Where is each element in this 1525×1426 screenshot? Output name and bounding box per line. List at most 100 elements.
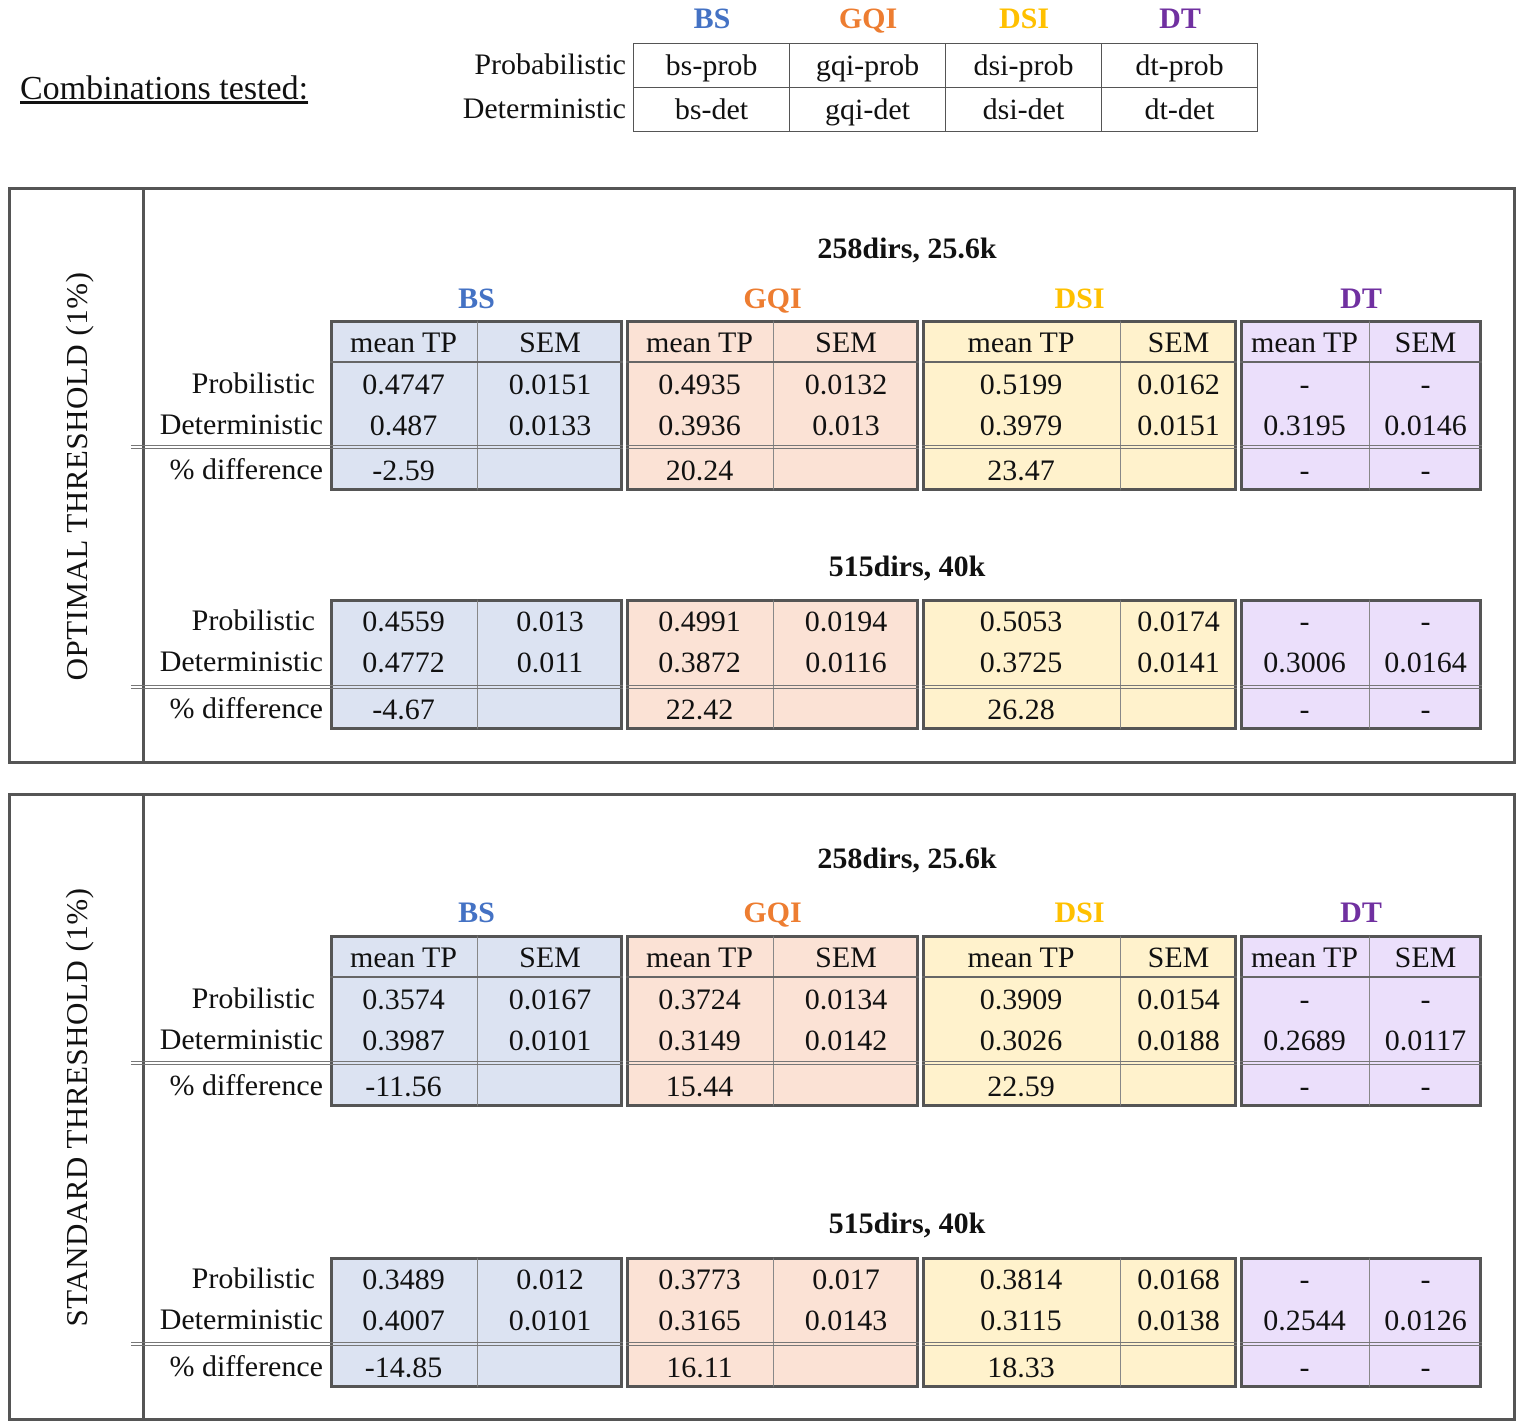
value-cell: 0.3814 — [979, 1263, 1063, 1296]
value-cell: - — [1420, 368, 1431, 401]
combo-cell: gqi-prob — [789, 43, 946, 88]
group-label-gqi: GQI — [743, 896, 802, 929]
column-background — [477, 599, 623, 730]
row-divider — [330, 1061, 623, 1065]
value-cell: 0.0117 — [1384, 1024, 1467, 1057]
column-background — [626, 1257, 773, 1388]
value-cell — [477, 689, 623, 730]
value-cell: - — [1420, 1070, 1431, 1103]
value-cell: 0.011 — [516, 646, 584, 679]
value-cell: 0.0116 — [805, 646, 887, 679]
combo-cell: dt-prob — [1101, 43, 1258, 88]
value-cell: 0.0162 — [1137, 368, 1220, 401]
value-cell: 0.3979 — [979, 409, 1063, 442]
row-label-deterministic: Deterministic — [159, 1303, 323, 1336]
value-cell: 0.3006 — [1263, 646, 1346, 679]
value-cell: 0.0151 — [508, 368, 592, 401]
column-background — [1240, 320, 1369, 491]
value-cell: 0.012 — [516, 1263, 584, 1296]
value-cell: 0.2544 — [1263, 1304, 1346, 1337]
value-cell: 0.3936 — [658, 409, 741, 442]
combo-row-probabilistic: bs-prob gqi-prob dsi-prob dt-prob — [633, 43, 1258, 88]
column-background — [773, 599, 919, 730]
combo-method-gqi: GQI — [838, 2, 898, 35]
panel-side-label: OPTIMAL THRESHOLD (1%) — [58, 271, 94, 680]
value-cell: 0.0154 — [1137, 983, 1220, 1016]
column-background — [626, 599, 773, 730]
row-divider — [626, 976, 919, 978]
column-background — [477, 1257, 623, 1388]
value-cell: - — [1420, 1263, 1431, 1296]
column-header: SEM — [815, 941, 877, 974]
value-cell: 0.0132 — [804, 368, 888, 401]
column-header: SEM — [815, 326, 877, 359]
value-cell: 0.0151 — [1137, 409, 1220, 442]
value-cell: 18.33 — [987, 1351, 1055, 1384]
value-cell: 0.3724 — [658, 983, 741, 1016]
value-cell: 0.0133 — [508, 409, 592, 442]
row-divider — [1240, 445, 1482, 449]
column-header: SEM — [1147, 941, 1210, 974]
table-title: 258dirs, 25.6k — [817, 232, 997, 265]
value-cell: 0.0142 — [804, 1024, 888, 1057]
value-cell — [773, 689, 919, 730]
combo-cell: bs-prob — [633, 43, 790, 88]
column-header: SEM — [1394, 941, 1457, 974]
value-cell: 0.3195 — [1263, 409, 1346, 442]
value-cell — [477, 450, 623, 491]
combo-cell: dsi-det — [945, 87, 1102, 132]
value-cell: - — [1299, 454, 1310, 487]
table-title: 515dirs, 40k — [828, 1207, 986, 1240]
row-label-percent-difference: % difference — [169, 692, 323, 725]
combo-cell: gqi-det — [789, 87, 946, 132]
combo-row-deterministic: bs-det gqi-det dsi-det dt-det — [633, 87, 1258, 132]
value-cell: - — [1420, 1351, 1431, 1384]
column-header: mean TP — [646, 326, 753, 359]
group-label-bs: BS — [458, 282, 495, 315]
value-cell: 0.0164 — [1384, 646, 1467, 679]
group-label-bs: BS — [458, 896, 495, 929]
column-header: SEM — [519, 941, 581, 974]
combo-method-dsi: DSI — [998, 2, 1050, 35]
row-divider — [1240, 1342, 1482, 1346]
value-cell: 0.0168 — [1137, 1263, 1220, 1296]
row-divider — [1240, 976, 1482, 978]
column-background — [1120, 1257, 1237, 1388]
value-cell: -2.59 — [372, 454, 435, 487]
value-cell: -14.85 — [364, 1351, 443, 1384]
group-label-dsi: DSI — [1054, 896, 1105, 929]
value-cell: 0.0138 — [1137, 1304, 1220, 1337]
value-cell: 0.4772 — [362, 646, 445, 679]
value-cell: 0.0101 — [508, 1024, 592, 1057]
combo-cell: dsi-prob — [945, 43, 1102, 88]
row-label-probilistic: Probilistic — [191, 604, 315, 637]
value-cell: 0.013 — [516, 605, 584, 638]
column-header: mean TP — [1251, 941, 1358, 974]
panel-side-label-box: STANDARD THRESHOLD (1%) — [11, 796, 145, 1418]
row-divider — [330, 445, 623, 449]
row-divider — [922, 361, 1237, 363]
row-divider — [626, 1342, 919, 1346]
column-background — [1120, 599, 1237, 730]
value-cell: - — [1299, 1351, 1310, 1384]
value-cell: 0.487 — [369, 409, 438, 442]
column-background — [1120, 320, 1237, 491]
value-cell: 0.4007 — [362, 1304, 445, 1337]
column-header: mean TP — [967, 326, 1075, 359]
combo-method-dt: DT — [1159, 2, 1201, 35]
column-background — [922, 935, 1120, 1107]
row-divider — [922, 685, 1237, 689]
value-cell: 0.3115 — [980, 1304, 1062, 1337]
column-background — [1240, 599, 1369, 730]
combinations-table: bs-prob gqi-prob dsi-prob dt-prob bs-det… — [633, 43, 1258, 132]
value-cell: 0.0141 — [1137, 646, 1220, 679]
value-cell: 0.3773 — [658, 1263, 741, 1296]
combo-cell: dt-det — [1101, 87, 1258, 132]
value-cell — [773, 1347, 919, 1388]
row-label-deterministic: Deterministic — [159, 645, 323, 678]
value-cell: 15.44 — [665, 1070, 734, 1103]
column-background — [477, 935, 623, 1107]
row-divider — [330, 1342, 623, 1346]
row-divider — [626, 1061, 919, 1065]
value-cell: - — [1299, 1070, 1310, 1103]
